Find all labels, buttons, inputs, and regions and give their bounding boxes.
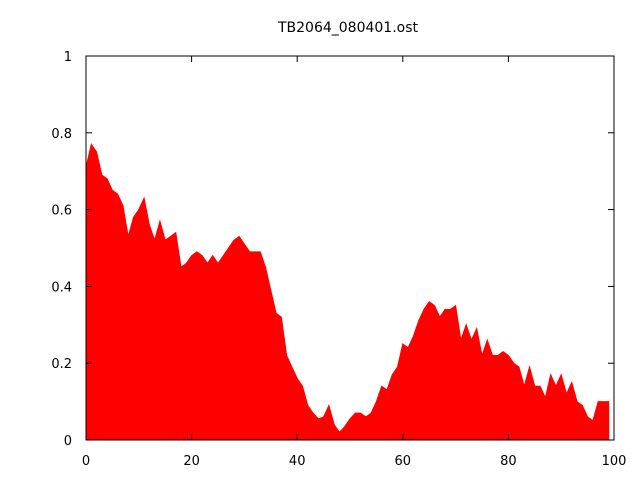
y-tick-label: 0.8 xyxy=(51,127,72,142)
y-tick-label: 0 xyxy=(64,434,72,449)
y-tick-label: 0.2 xyxy=(51,357,72,372)
x-tick-label: 100 xyxy=(602,454,627,469)
plot-frame xyxy=(85,55,615,441)
x-tick-label: 40 xyxy=(289,454,306,469)
y-tick-label: 1 xyxy=(64,50,72,65)
plot-area xyxy=(85,55,615,441)
y-tick-label: 0.6 xyxy=(51,204,72,219)
x-tick-label: 20 xyxy=(183,454,200,469)
area-series xyxy=(85,143,610,441)
x-tick-label: 0 xyxy=(82,454,90,469)
y-axis: 0 0.2 0.4 0.6 0.8 1 xyxy=(51,50,614,449)
x-tick-label: 60 xyxy=(395,454,412,469)
x-tick-label: 80 xyxy=(500,454,517,469)
chart-title: TB2064_080401.ost xyxy=(277,20,419,36)
x-axis: 0 20 40 60 80 100 xyxy=(82,56,627,469)
y-tick-label: 0.4 xyxy=(51,280,72,295)
